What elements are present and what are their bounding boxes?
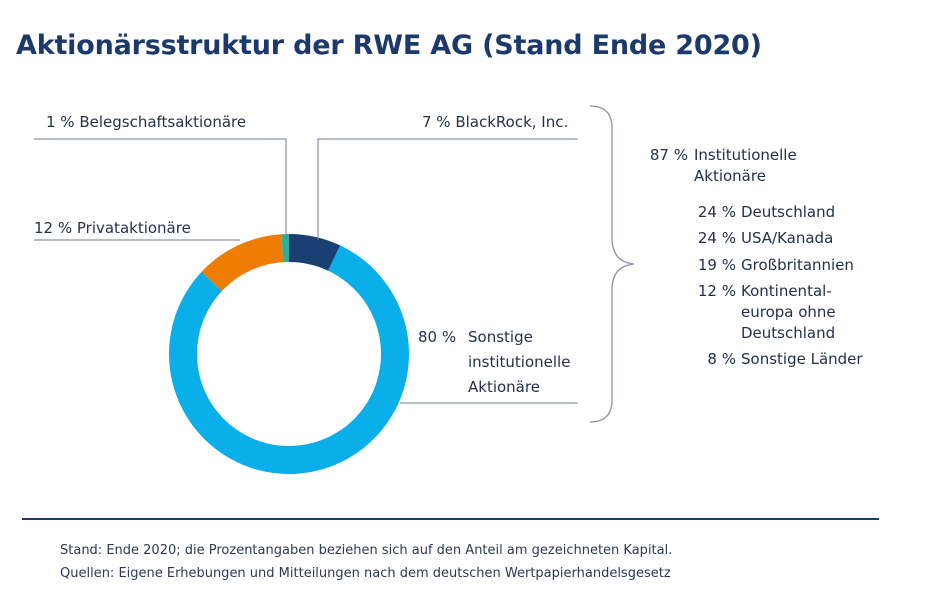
breakdown-label: USA/Kanada [741, 229, 834, 247]
label-blackrock: 7 % BlackRock, Inc. [422, 113, 569, 131]
label-sonstige-line3: Aktionäre [468, 378, 540, 396]
breakdown-pct: 19 % [697, 256, 736, 274]
breakdown-total-pct: 87 % [649, 146, 688, 164]
donut-slices [168, 234, 409, 475]
footer-note: Stand: Ende 2020; die Prozentangaben bez… [60, 543, 673, 558]
leader-line-blackrock [317, 138, 578, 240]
breakdown-label: Großbritannien [741, 256, 854, 274]
breakdown-label: Sonstige Länder [741, 350, 863, 368]
label-sonstige-line1: Sonstige [468, 328, 533, 346]
breakdown-pct: 8 % [707, 350, 736, 368]
leader-lines [34, 138, 578, 404]
breakdown-label: Deutschland [741, 203, 836, 221]
breakdown-pct: 24 % [697, 203, 736, 221]
donut-slice-1 [289, 234, 341, 271]
label-sonstige-pct: 80 % [418, 328, 457, 346]
institutional-brace [589, 105, 635, 423]
breakdown-pct: 12 % [697, 282, 736, 300]
breakdown-label-line3: Deutschland [741, 324, 836, 342]
footer-divider [22, 518, 879, 520]
breakdown-total-label-line2: Aktionäre [694, 167, 766, 185]
label-belegschaft: 1 % Belegschaftsaktionäre [46, 113, 247, 131]
breakdown-pct: 24 % [697, 229, 736, 247]
footer-sources: Quellen: Eigene Erhebungen und Mitteilun… [60, 566, 671, 581]
breakdown-label-line1: Kontinental- [741, 282, 832, 300]
label-sonstige-line2: institutionelle [468, 353, 571, 371]
breakdown-label-line2: europa ohne [741, 303, 836, 321]
donut-slice-3 [201, 234, 284, 292]
chart-title: Aktionärsstruktur der RWE AG (Stand Ende… [16, 30, 762, 61]
leader-line-belegschaft [34, 138, 287, 240]
breakdown-total-label-line1: Institutionelle [694, 146, 797, 164]
donut-slice-4 [281, 234, 289, 263]
donut-slice-2 [168, 245, 409, 475]
label-privat: 12 % Privataktionäre [34, 219, 191, 237]
